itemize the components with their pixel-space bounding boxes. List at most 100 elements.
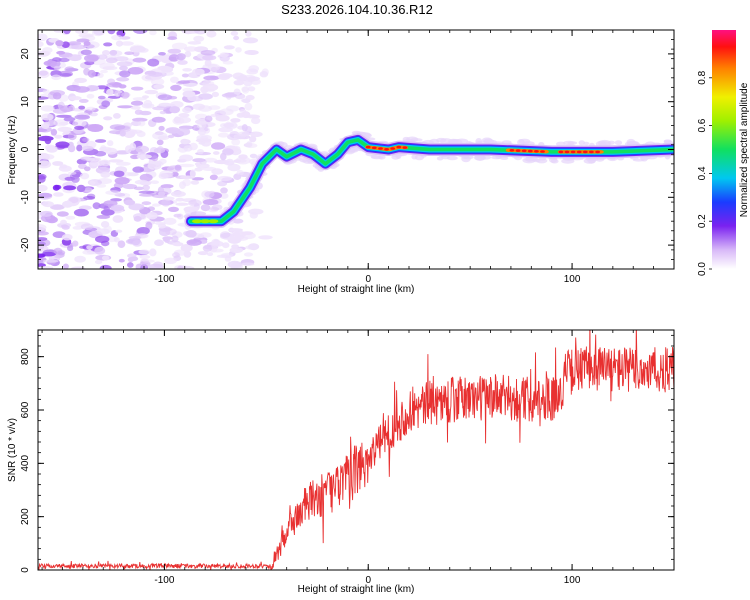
noise-blob <box>167 134 175 139</box>
noise-blob <box>159 170 174 178</box>
noise-blob <box>67 171 77 175</box>
track-hotspot-core <box>534 150 539 153</box>
noise-blob <box>142 95 149 99</box>
noise-blob <box>61 225 70 230</box>
noise-blob <box>83 195 96 200</box>
noise-blob <box>63 185 76 191</box>
track-hotspot-core <box>402 146 408 149</box>
noise-blob <box>86 106 96 111</box>
noise-blob <box>153 84 165 90</box>
noise-blob <box>56 211 69 217</box>
noise-blob <box>211 142 226 150</box>
noise-blob <box>222 148 234 156</box>
noise-blob <box>202 80 215 87</box>
noise-blob <box>113 113 121 119</box>
noise-blob <box>195 113 208 120</box>
noise-blob <box>245 30 252 37</box>
noise-blob <box>200 86 209 94</box>
noise-blob <box>228 262 243 269</box>
noise-blob <box>217 181 228 187</box>
noise-blob <box>203 157 218 163</box>
noise-blob <box>170 84 182 91</box>
noise-blob <box>171 235 179 243</box>
snr-y-axis: 0 200 400 600 800 <box>20 334 674 573</box>
noise-blob <box>43 121 50 128</box>
noise-blob <box>82 137 90 142</box>
spectrogram-ytick-label: -20 <box>20 237 31 252</box>
noise-blob <box>109 49 118 56</box>
noise-blob <box>172 242 184 247</box>
noise-blob <box>184 50 192 58</box>
noise-blob <box>249 131 263 138</box>
noise-blob <box>222 242 230 249</box>
noise-blob <box>113 237 120 243</box>
spectrogram-xtick-label: 0 <box>365 274 371 285</box>
noise-blob <box>141 201 152 206</box>
noise-blob <box>171 42 188 50</box>
noise-blob <box>100 221 110 228</box>
noise-blob <box>124 51 134 55</box>
noise-blob <box>168 57 178 61</box>
noise-blob <box>136 131 146 138</box>
track-haze-blob <box>402 136 410 142</box>
snr-ytick-label: 200 <box>20 508 31 525</box>
track-haze-blob <box>455 138 469 144</box>
noise-blob <box>137 47 149 53</box>
noise-blob <box>249 212 258 219</box>
noise-blob <box>94 259 103 265</box>
noise-blob <box>52 161 64 166</box>
snr-ytick-label: 800 <box>20 348 31 365</box>
track-haze-blob <box>626 138 636 145</box>
noise-blob <box>171 171 179 177</box>
noise-blob <box>231 138 241 146</box>
noise-blob <box>178 113 190 118</box>
noise-blob <box>226 105 240 112</box>
track-hotspot-core <box>390 147 396 150</box>
noise-blob <box>211 204 223 211</box>
noise-blob <box>92 202 101 210</box>
noise-blob <box>60 219 67 225</box>
noise-blob <box>173 116 181 124</box>
noise-blob <box>230 118 241 123</box>
noise-blob <box>97 72 104 78</box>
noise-blob <box>52 184 60 191</box>
noise-blob <box>100 209 115 216</box>
noise-blob <box>130 105 141 110</box>
snr-x-axis: -100 0 100 <box>41 330 675 586</box>
noise-blob <box>227 236 242 244</box>
noise-blob <box>101 100 111 108</box>
noise-blob <box>108 159 124 163</box>
noise-blob <box>134 179 149 185</box>
noise-blob <box>165 127 181 134</box>
noise-blob <box>139 254 151 259</box>
noise-blob <box>117 105 134 109</box>
noise-blob <box>78 98 89 103</box>
noise-blob <box>261 68 269 76</box>
noise-blob <box>160 184 174 189</box>
noise-blob <box>209 174 218 181</box>
track-hotspot-core <box>527 149 533 153</box>
noise-blob <box>39 153 55 160</box>
noise-blob <box>177 60 188 65</box>
noise-blob <box>84 54 99 63</box>
noise-blob <box>38 224 47 231</box>
noise-blob <box>94 246 106 255</box>
noise-blob <box>127 262 134 268</box>
noise-blob <box>167 48 181 54</box>
noise-blob <box>72 226 83 230</box>
track-hotspot-core <box>558 150 564 154</box>
noise-blob <box>213 151 220 155</box>
noise-blob <box>71 44 87 50</box>
noise-blob <box>132 166 144 173</box>
noise-blob <box>168 206 179 212</box>
spectrogram-ytick-label: 20 <box>20 48 31 60</box>
noise-blob <box>80 49 92 56</box>
noise-blob <box>235 47 242 53</box>
track-hotspot-core <box>564 150 570 154</box>
noise-blob <box>169 106 180 114</box>
noise-blob <box>87 124 104 132</box>
noise-blob <box>124 145 132 154</box>
noise-blob <box>208 63 220 71</box>
track-hotspot-core <box>509 149 515 152</box>
